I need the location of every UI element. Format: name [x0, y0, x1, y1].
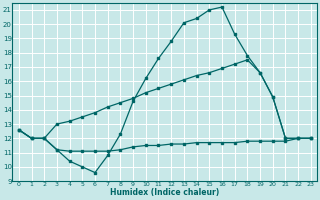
X-axis label: Humidex (Indice chaleur): Humidex (Indice chaleur): [110, 188, 220, 197]
